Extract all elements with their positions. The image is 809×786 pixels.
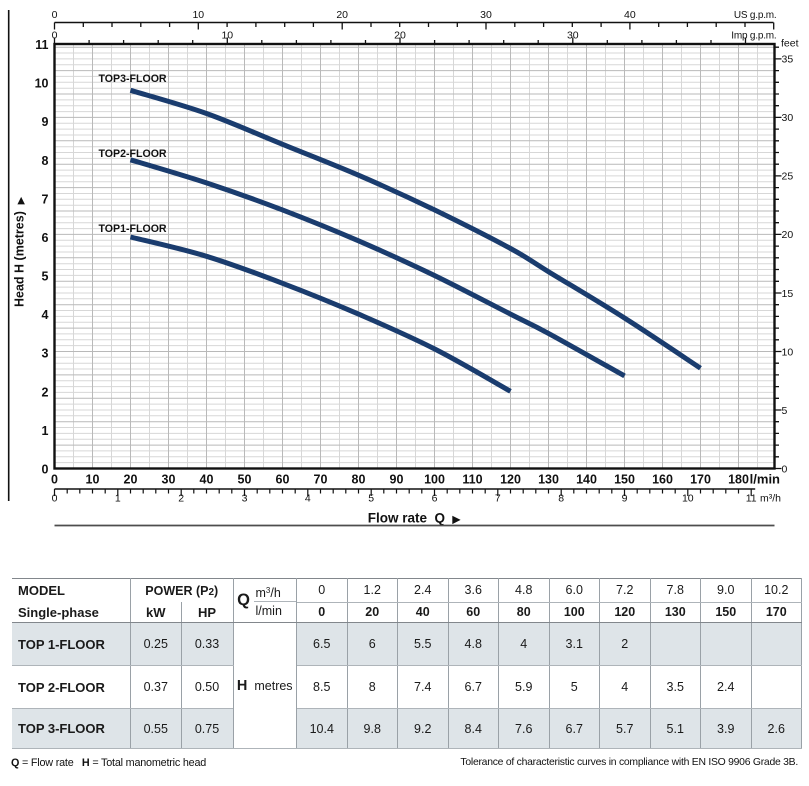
svg-text:11: 11 [35,38,48,52]
svg-text:20: 20 [782,229,794,241]
svg-text:35: 35 [782,54,794,66]
svg-text:10: 10 [86,473,100,487]
svg-text:9: 9 [622,493,628,505]
svg-text:0: 0 [52,30,58,42]
svg-text:Imp g.p.m.: Imp g.p.m. [731,31,776,42]
svg-text:130: 130 [538,473,559,487]
svg-text:30: 30 [162,473,176,487]
svg-text:110: 110 [462,473,482,487]
svg-text:20: 20 [394,30,406,42]
svg-text:TOP1-FLOOR: TOP1-FLOOR [99,223,167,235]
svg-text:10: 10 [682,493,694,505]
svg-text:6: 6 [432,493,438,505]
svg-text:2: 2 [42,385,49,399]
svg-text:1: 1 [42,424,49,438]
svg-text:1: 1 [115,493,121,505]
svg-text:180: 180 [728,473,749,487]
svg-text:160: 160 [652,473,673,487]
svg-text:5: 5 [368,493,374,505]
svg-text:80: 80 [352,473,366,487]
svg-text:2: 2 [178,493,184,505]
svg-text:11: 11 [746,493,757,505]
svg-text:100: 100 [424,473,445,487]
svg-text:m³/h: m³/h [760,493,781,505]
svg-text:0: 0 [42,463,49,477]
svg-text:10: 10 [192,9,204,21]
svg-text:6: 6 [42,231,49,245]
svg-text:10: 10 [782,346,794,358]
svg-text:US g.p.m.: US g.p.m. [734,10,777,21]
svg-text:15: 15 [782,288,794,300]
svg-text:Flow rate Q ▶: Flow rate Q ▶ [368,511,462,526]
svg-text:3: 3 [42,347,49,361]
svg-text:5: 5 [42,270,49,284]
svg-text:70: 70 [314,473,328,487]
svg-text:90: 90 [390,473,404,487]
svg-text:5: 5 [782,405,788,417]
svg-text:30: 30 [782,112,794,124]
svg-text:4: 4 [305,493,311,505]
svg-text:30: 30 [480,9,492,21]
svg-text:0: 0 [52,493,58,505]
svg-text:50: 50 [238,473,252,487]
svg-text:140: 140 [576,473,597,487]
svg-text:TOP2-FLOOR: TOP2-FLOOR [99,148,167,160]
svg-text:4: 4 [42,308,49,322]
svg-text:170: 170 [690,473,711,487]
svg-text:l/min: l/min [750,472,780,487]
svg-text:10: 10 [35,77,49,91]
svg-text:feet: feet [781,38,799,50]
svg-text:20: 20 [124,473,138,487]
svg-text:10: 10 [221,30,233,42]
svg-text:0: 0 [52,9,58,21]
svg-text:120: 120 [500,473,521,487]
svg-text:40: 40 [200,473,214,487]
svg-text:7: 7 [42,192,49,206]
svg-text:9: 9 [42,115,49,129]
svg-text:20: 20 [336,9,348,21]
svg-text:60: 60 [276,473,290,487]
svg-text:25: 25 [782,171,794,183]
svg-text:150: 150 [614,473,635,487]
svg-text:3: 3 [242,493,248,505]
svg-text:40: 40 [624,9,636,21]
svg-text:Head H (metres) ▶: Head H (metres) ▶ [13,196,27,307]
svg-text:8: 8 [558,493,564,505]
svg-text:0: 0 [782,463,788,475]
svg-text:7: 7 [495,493,501,505]
svg-text:8: 8 [42,154,49,168]
svg-text:TOP3-FLOOR: TOP3-FLOOR [99,73,167,85]
svg-text:0: 0 [51,473,58,487]
svg-text:30: 30 [567,30,579,42]
